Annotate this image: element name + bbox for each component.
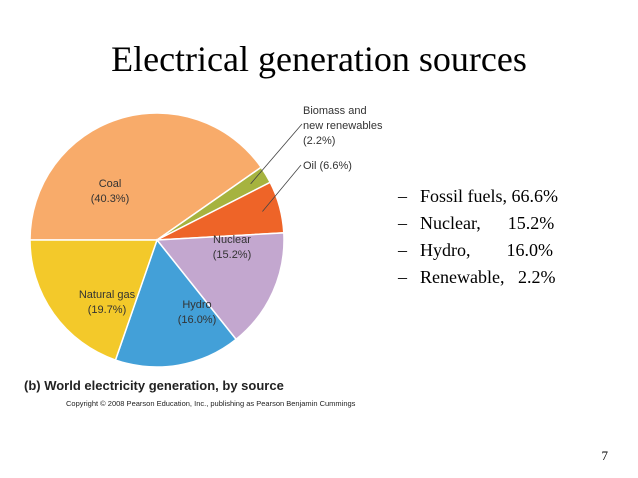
slice-label-natural-gas: Natural gas (19.7%) xyxy=(79,289,136,316)
chart-caption: (b) World electricity generation, by sou… xyxy=(24,378,284,393)
leader-line-oil xyxy=(262,164,302,212)
slice-label-line: Hydro xyxy=(182,299,211,311)
bullet-dash: – xyxy=(398,213,407,233)
slice-natural-gas xyxy=(29,239,159,361)
slice-label-line: Biomass and xyxy=(303,105,367,117)
pie-slices xyxy=(29,112,285,368)
bullet-nuclear: – Nuclear, 15.2% xyxy=(398,210,558,237)
bullet-text: Fossil fuels, 66.6% xyxy=(420,186,559,206)
bullet-hydro: – Hydro, 16.0% xyxy=(398,237,558,264)
slice-coal xyxy=(29,112,263,241)
bullet-list: – Fossil fuels, 66.6% – Nuclear, 15.2% – Hy… xyxy=(398,183,558,291)
slice-label-line: (15.2%) xyxy=(213,249,252,261)
bullet-text: Renewable, 2.2% xyxy=(420,267,556,287)
slice-label-line: Oil (6.6%) xyxy=(303,160,352,172)
slice-nuclear xyxy=(155,232,285,341)
slice-label-biomass-and-new-renewables: Biomass and new renewables (2.2%) xyxy=(303,105,383,147)
slide-title: Electrical generation sources xyxy=(111,39,527,79)
slice-label-line: (19.7%) xyxy=(88,304,127,316)
slice-label-oil: Oil (6.6%) xyxy=(303,160,352,172)
slice-label-nuclear: Nuclear (15.2%) xyxy=(213,234,252,261)
bullet-fossil-fuels: – Fossil fuels, 66.6% xyxy=(398,183,558,210)
bullet-dash: – xyxy=(398,186,407,206)
bullet-dash: – xyxy=(398,267,407,287)
bullet-text: Hydro, 16.0% xyxy=(420,240,553,260)
slice-label-line: (2.2%) xyxy=(303,135,335,147)
leader-line-biomass-and-new-renewables xyxy=(250,123,303,185)
bullet-dash: – xyxy=(398,240,407,260)
slice-label-line: (16.0%) xyxy=(178,314,217,326)
slice-label-coal: Coal (40.3%) xyxy=(91,178,130,205)
slice-hydro xyxy=(114,238,238,368)
copyright-notice: Copyright © 2008 Pearson Education, Inc.… xyxy=(66,399,356,408)
slice-label-line: Nuclear xyxy=(213,234,251,246)
bullet-renewable: – Renewable, 2.2% xyxy=(398,264,558,291)
slice-label-line: new renewables xyxy=(303,120,383,132)
slice-label-line: (40.3%) xyxy=(91,193,130,205)
slice-label-hydro: Hydro (16.0%) xyxy=(178,299,217,326)
pie-labels: Coal (40.3%) Biomass and new renewables (2.2… xyxy=(79,105,383,326)
slice-label-line: Natural gas xyxy=(79,289,136,301)
slice-label-line: Coal xyxy=(99,178,122,190)
page-number: 7 xyxy=(601,448,609,463)
bullet-text: Nuclear, 15.2% xyxy=(420,213,555,233)
